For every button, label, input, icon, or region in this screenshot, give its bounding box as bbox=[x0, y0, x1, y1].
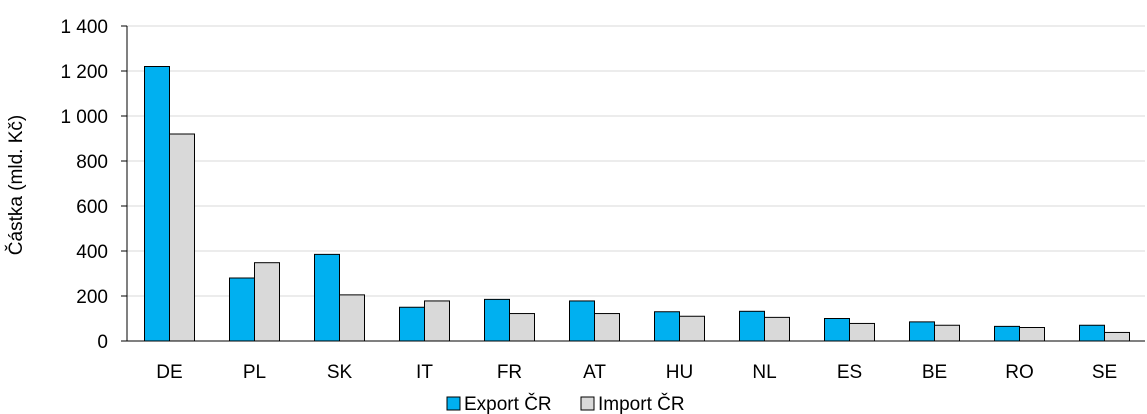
bar-import-pl bbox=[254, 262, 280, 342]
x-tick-label: SE bbox=[1092, 362, 1117, 383]
bar-export-nl bbox=[739, 310, 765, 342]
y-tick-label: 0 bbox=[97, 332, 108, 353]
bar-import-sk bbox=[339, 294, 365, 342]
bar-export-se bbox=[1079, 324, 1105, 342]
x-tick-label: NL bbox=[752, 362, 776, 383]
bar-import-hu bbox=[679, 315, 705, 342]
legend-label-import: Import ČR bbox=[598, 393, 685, 414]
x-axis-labels: DE PL SK IT FR AT HU NL ES BE RO SE bbox=[156, 362, 1117, 383]
gridlines bbox=[127, 25, 1145, 297]
bar-import-de bbox=[169, 133, 195, 342]
x-tick-label: FR bbox=[497, 362, 522, 383]
bar-import-es bbox=[849, 322, 875, 342]
x-tick-label: HU bbox=[666, 362, 693, 383]
bar-import-at bbox=[594, 313, 620, 342]
bar-export-pl bbox=[229, 277, 255, 342]
bar-export-hu bbox=[654, 311, 680, 342]
x-tick-label: BE bbox=[922, 362, 947, 383]
bar-export-ro bbox=[994, 325, 1020, 342]
legend-swatch-export bbox=[446, 396, 461, 411]
bar-export-es bbox=[824, 318, 850, 342]
bar-import-it bbox=[424, 300, 450, 342]
legend-swatch-import bbox=[580, 396, 595, 411]
y-tick-label: 200 bbox=[76, 287, 108, 308]
bar-export-be bbox=[909, 321, 935, 342]
bar-export-at bbox=[569, 300, 595, 342]
y-tick-label: 400 bbox=[76, 242, 108, 263]
y-tick-label: 1 000 bbox=[60, 107, 108, 128]
bar-import-nl bbox=[764, 316, 790, 342]
legend-label-export: Export ČR bbox=[464, 393, 552, 414]
y-tick-label: 1 400 bbox=[60, 17, 108, 38]
bar-import-fr bbox=[509, 313, 535, 342]
legend: Export ČR Import ČR bbox=[446, 393, 685, 414]
bar-import-se bbox=[1104, 331, 1130, 342]
x-tick-label: PL bbox=[243, 362, 266, 383]
x-tick-label: DE bbox=[156, 362, 182, 383]
y-tick-label: 1 200 bbox=[60, 62, 108, 83]
bar-export-de bbox=[144, 66, 170, 342]
y-tick-label: 800 bbox=[76, 152, 108, 173]
x-tick-label: SK bbox=[327, 362, 353, 383]
x-tick-label: ES bbox=[837, 362, 862, 383]
bar-export-fr bbox=[484, 298, 510, 342]
y-tick-label: 600 bbox=[76, 197, 108, 218]
x-tick-label: AT bbox=[583, 362, 606, 383]
y-axis-title: Částka (mld. Kč) bbox=[5, 115, 27, 255]
bar-export-it bbox=[399, 306, 425, 342]
x-axis bbox=[126, 26, 1145, 342]
bar-import-be bbox=[934, 324, 960, 342]
x-tick-label: RO bbox=[1005, 362, 1034, 383]
bar-export-sk bbox=[314, 253, 340, 342]
bars bbox=[144, 66, 1130, 342]
bar-import-ro bbox=[1019, 327, 1045, 342]
y-axis-ticks: 0 200 400 600 800 1 000 1 200 1 400 bbox=[60, 17, 127, 353]
x-tick-label: IT bbox=[416, 362, 433, 383]
